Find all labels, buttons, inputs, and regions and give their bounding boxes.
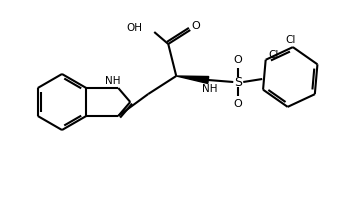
Text: O: O bbox=[234, 55, 243, 65]
Text: Cl: Cl bbox=[286, 35, 296, 45]
Text: O: O bbox=[192, 21, 201, 31]
Text: NH: NH bbox=[105, 76, 121, 86]
Polygon shape bbox=[176, 76, 209, 83]
Text: NH: NH bbox=[203, 84, 218, 94]
Text: Cl: Cl bbox=[269, 50, 279, 60]
Text: O: O bbox=[234, 99, 243, 109]
Text: OH: OH bbox=[126, 23, 142, 33]
Text: S: S bbox=[234, 76, 242, 88]
